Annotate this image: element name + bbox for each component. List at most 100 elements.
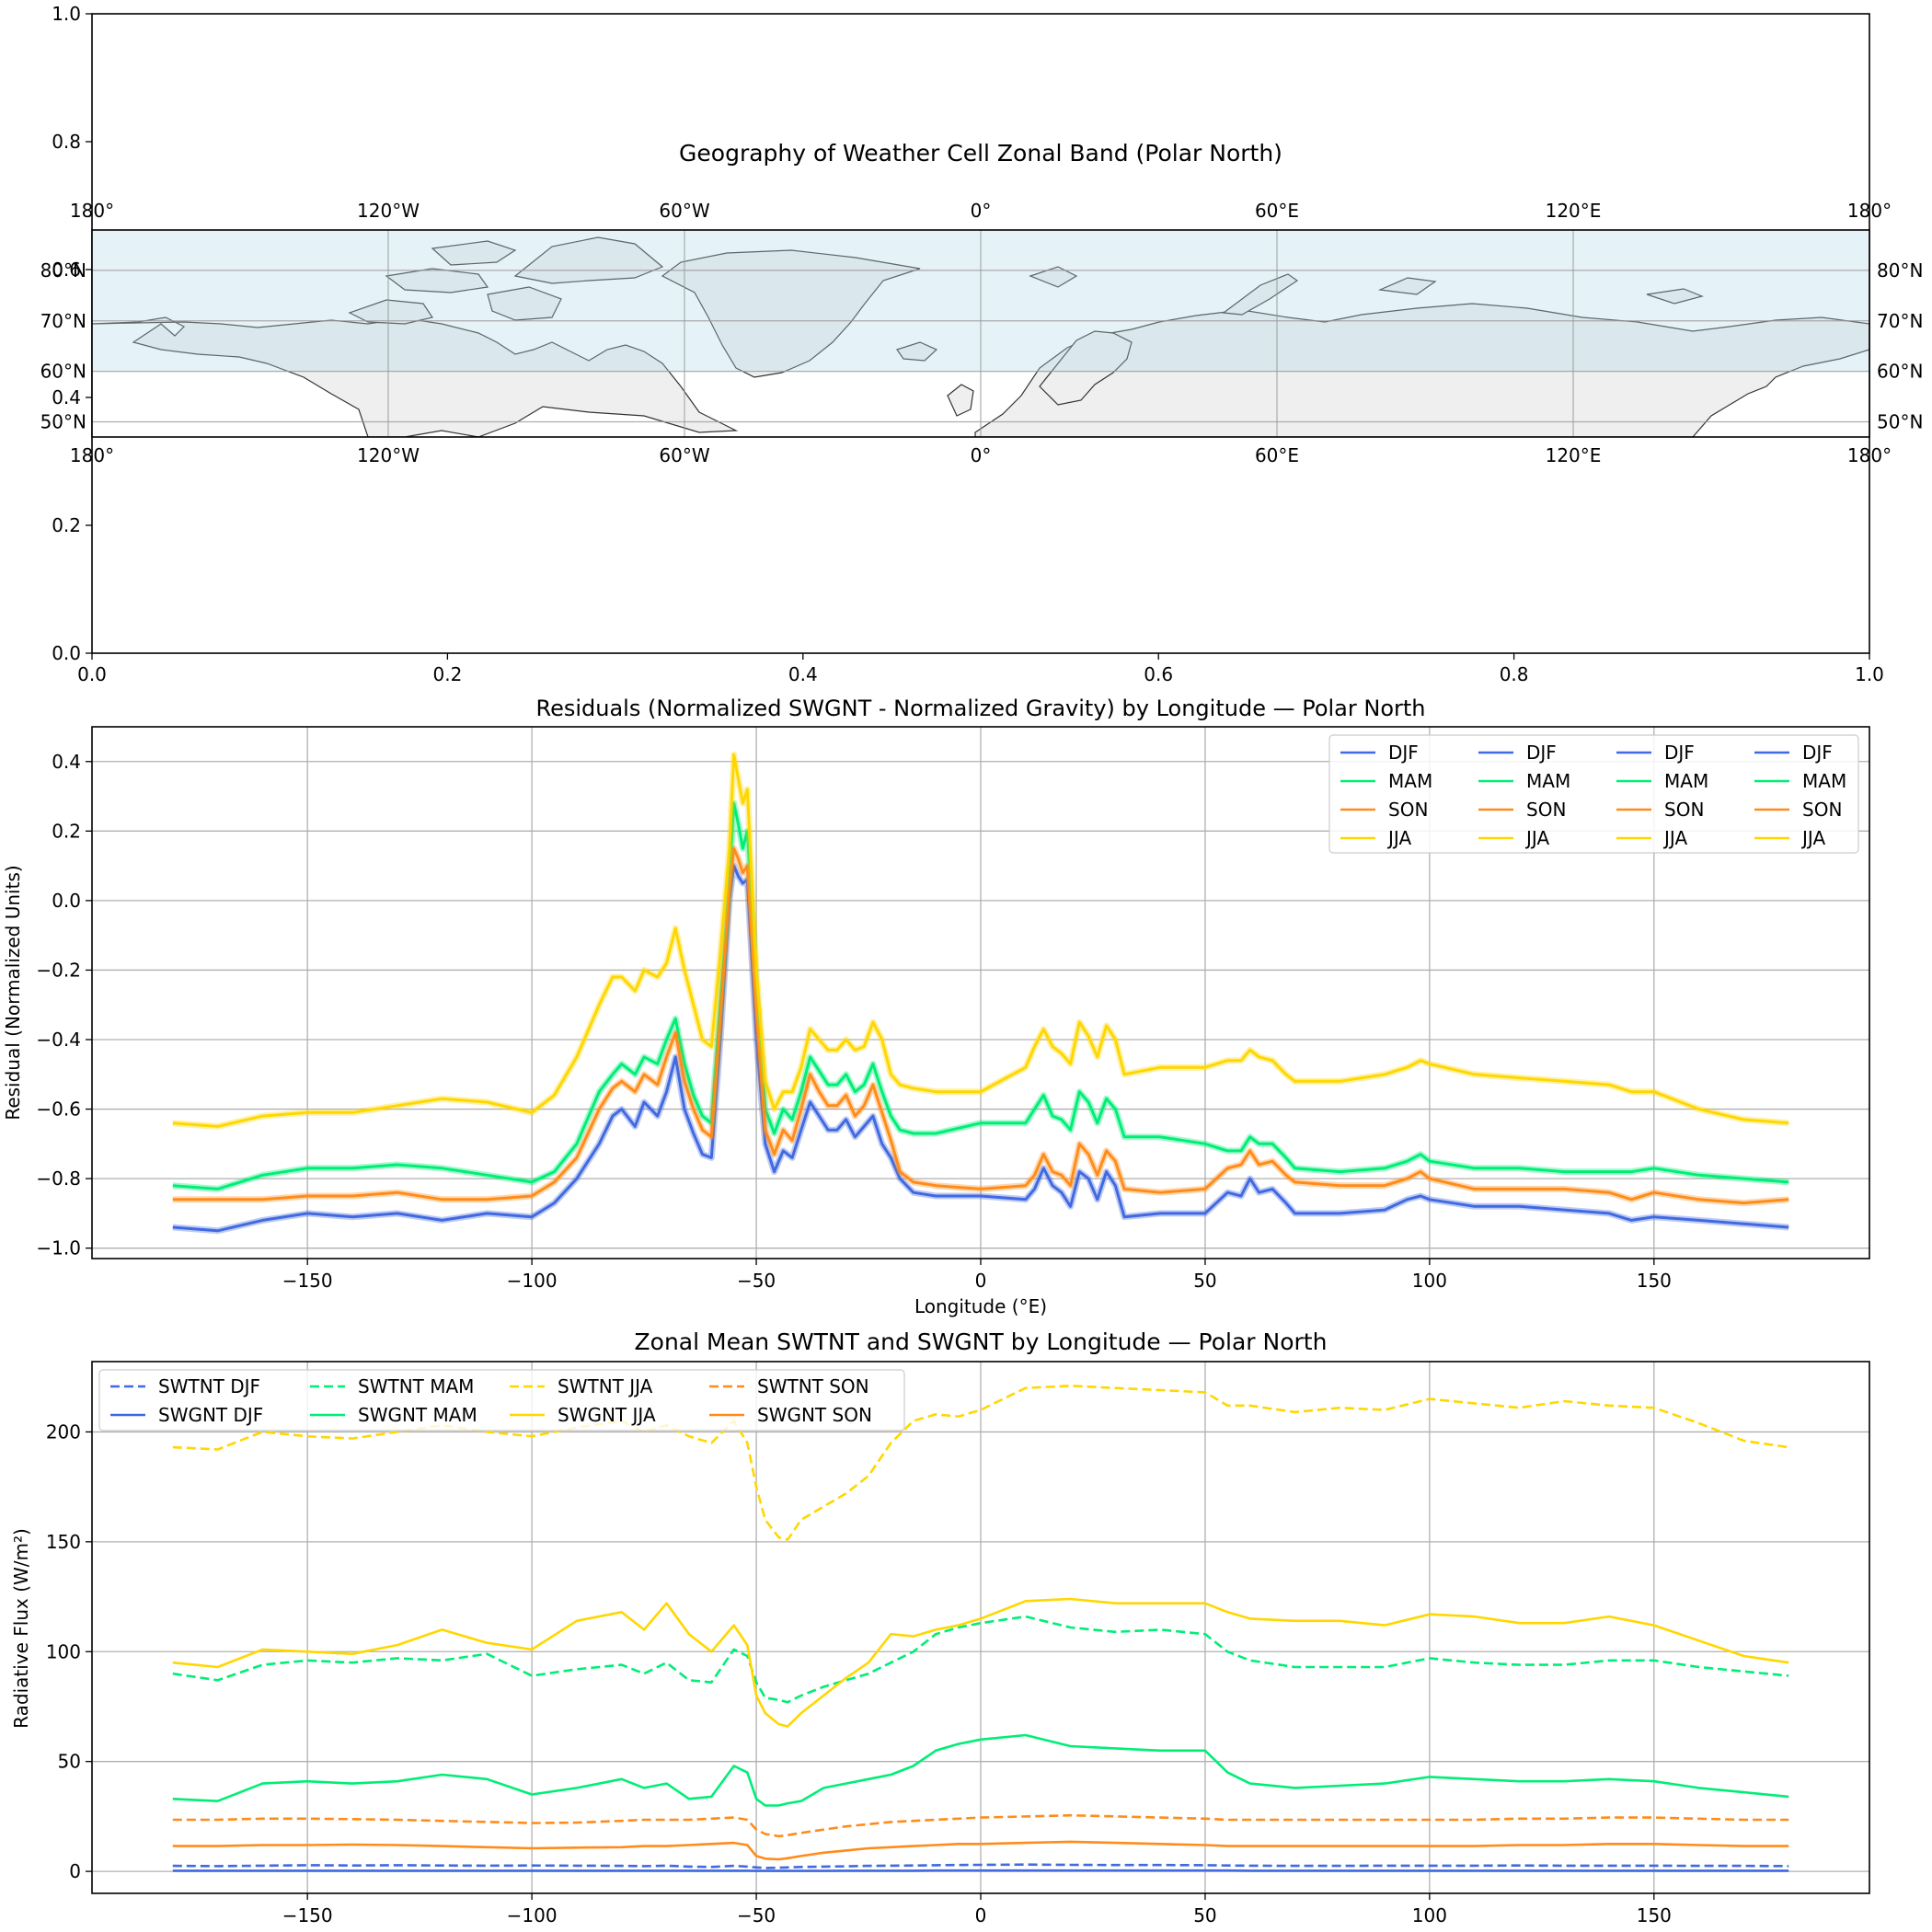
xtick-label: 50 [1193,1270,1216,1292]
map-lon-label-top: 180° [1847,200,1892,222]
land-scandinavia [1039,330,1133,406]
map-area [92,230,1869,437]
xtick-label: −50 [737,1904,776,1926]
flux-panel: Zonal Mean SWTNT and SWGNT by Longitude … [10,1328,1870,1926]
ytick-label: 0 [69,1860,81,1882]
map-frame-xtick-label: 0.2 [432,663,462,685]
map-longitude-labels: 180° 180° 120°W 120°W 60°W 60°W 0° 0° 60°E 60°E 12… [70,200,1892,466]
map-lat-label-left: 70°N [40,310,86,332]
land-canadian-archipelago-4 [431,240,517,266]
map-lon-label-top: 120°W [357,200,420,222]
residuals-legend-label: MAM [1388,770,1432,792]
ytick-label: −0.4 [36,1029,81,1051]
flux-title: Zonal Mean SWTNT and SWGNT by Longitude … [635,1328,1328,1355]
map-lon-label-top: 60°W [659,200,709,222]
land-north-america [92,316,739,437]
map-frame-xtick-label: 1.0 [1855,663,1884,685]
map-lat-label-right: 80°N [1877,259,1923,282]
map-lat-label-right: 50°N [1877,411,1923,433]
map-lat-label-right: 70°N [1877,310,1923,332]
residuals-panel: Residuals (Normalized SWGNT - Normalized… [2,696,1870,1317]
map-frame-ytick-label: 0.2 [52,514,81,536]
xtick-label: 0 [975,1270,987,1292]
series-line-swgnt-son [172,1840,1789,1861]
residuals-legend-label: SON [1664,799,1704,821]
map-panel: Geography of Weather Cell Zonal Band (Po… [40,3,1924,685]
land-new-siberian-islands [1646,288,1704,305]
map-frame-ytick-label: 1.0 [52,3,81,25]
land-canadian-archipelago-2 [385,268,489,293]
land-canadian-archipelago-1 [348,299,433,325]
map-lat-label-left: 60°N [40,361,86,383]
ytick-label: −0.2 [36,959,81,981]
flux-legend-box [98,1369,905,1432]
flux-legend: SWTNT DJF SWGNT DJF SWTNT MAM SWGNT MAM SWTN… [98,1369,905,1432]
residuals-ticks: −150 −100 −50 0 50 100 150 −1.0 −0.8 −0.6 −0.4 −0.2… [36,751,1671,1292]
series-line-swgnt-mam [172,1733,1789,1807]
map-frame-ytick-label: 0.6 [52,259,81,281]
map-border [91,229,1870,438]
map-lon-label-bottom: 120°W [357,444,420,466]
ytick-label: −0.6 [36,1098,81,1121]
residuals-legend-label: JJA [1662,827,1687,849]
map-lon-label-bottom: 180° [70,444,114,466]
flux-legend-label: SWGNT SON [757,1404,872,1426]
residuals-legend-label: JJA [1524,827,1549,849]
ytick-label: −1.0 [36,1237,81,1259]
map-frame-ytick-label: 0.4 [52,386,81,408]
land-greenland [661,249,921,378]
land-britain [947,384,974,417]
land-canadian-archipelago-3 [487,286,562,321]
map-lat-label-right: 60°N [1877,361,1923,383]
map-lon-label-bottom: 60°W [659,444,709,466]
residuals-legend-label: SON [1802,799,1842,821]
xtick-label: −150 [282,1904,333,1926]
map-lon-label-bottom: 60°E [1255,444,1299,466]
ytick-label: 150 [46,1531,81,1553]
xtick-label: 150 [1637,1904,1672,1926]
ytick-label: 100 [46,1640,81,1662]
land-masses [92,236,1869,437]
flux-ylabel: Radiative Flux (W/m²) [10,1528,32,1729]
land-ellesmere [513,236,664,284]
series-line-swtnt-jja [172,1385,1789,1541]
map-lon-label-bottom: 0° [971,444,992,466]
residuals-legend-label: DJF [1388,742,1419,764]
map-lat-label-left: 50°N [40,411,86,433]
map-lon-label-bottom: 180° [1847,444,1892,466]
residuals-legend-label: MAM [1664,770,1708,792]
residuals-title: Residuals (Normalized SWGNT - Normalized… [535,696,1425,721]
map-frame-xtick-label: 0.0 [77,663,107,685]
residuals-legend-label: MAM [1526,770,1570,792]
series-line-djf [172,864,1789,1233]
map-title: Geography of Weather Cell Zonal Band (Po… [679,140,1282,167]
map-frame-ytick-label: 0.8 [52,131,81,153]
xtick-label: 100 [1412,1904,1447,1926]
residuals-legend-label: SON [1526,799,1566,821]
series-line-swgnt-jja [172,1597,1789,1728]
residuals-legend-label: SON [1388,799,1428,821]
xtick-label: 50 [1193,1904,1216,1926]
residuals-xlabel: Longitude (°E) [914,1295,1047,1317]
map-lon-label-top: 180° [70,200,114,222]
flux-legend-label: SWTNT DJF [158,1375,260,1397]
map-lon-label-bottom: 120°E [1546,444,1602,466]
flux-legend-label: SWGNT DJF [158,1404,263,1426]
series-line-son [172,846,1789,1205]
residuals-legend-label: DJF [1526,742,1557,764]
map-lon-label-top: 120°E [1546,200,1602,222]
flux-series [172,1385,1789,1872]
residuals-series [172,751,1789,1235]
residuals-ylabel: Residual (Normalized Units) [2,865,24,1120]
map-frame-ticks: 0.0 0.2 0.4 0.6 0.8 1.0 0.0 0.2 0.4 0.6 0.8 1.0 [52,3,1884,685]
residuals-legend: DJF MAM SON JJA DJF MAM SON JJA DJF MAM SON JJA DJF M… [1328,734,1859,854]
ytick-label: 200 [46,1420,81,1443]
land-iceland [896,341,938,362]
map-lat-label-left: 80°N [40,259,86,282]
residuals-legend-label: DJF [1802,742,1833,764]
ytick-label: −0.8 [36,1167,81,1190]
flux-legend-label: SWGNT JJA [558,1404,656,1426]
xtick-label: −50 [737,1270,776,1292]
flux-legend-label: SWTNT SON [757,1375,869,1397]
